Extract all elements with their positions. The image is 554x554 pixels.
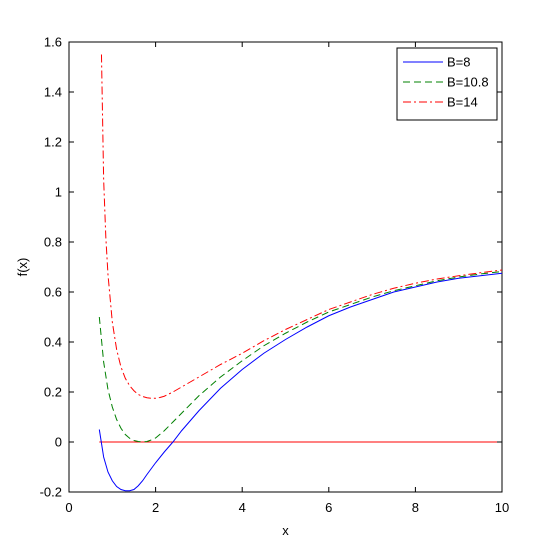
y-tick-label: -0.2 <box>40 485 62 500</box>
legend-label-3: B=14 <box>447 95 478 110</box>
series-line-2 <box>98 271 503 443</box>
y-tick-label: 1.4 <box>44 85 62 100</box>
x-tick-label: 6 <box>325 500 332 515</box>
series-line-3 <box>100 54 503 399</box>
legend-label-1: B=8 <box>447 55 471 70</box>
ticks: 0 2 4 6 8 10-0.200.20.40.60.811.21.41.6 <box>40 35 510 516</box>
x-axis-label: x <box>282 523 289 538</box>
y-tick-label: 0.6 <box>44 285 62 300</box>
x-tick-label: 2 <box>152 500 159 515</box>
y-axis-label: f(x) <box>15 258 30 277</box>
legend-box <box>396 47 498 121</box>
series-line-1 <box>98 272 503 492</box>
x-tick-label: 0 <box>65 500 72 515</box>
y-tick-label: 1.2 <box>44 135 62 150</box>
y-tick-label: 0.4 <box>44 335 62 350</box>
x-tick-label: 8 <box>412 500 419 515</box>
y-tick-label: 1 <box>55 185 62 200</box>
y-tick-label: 0.2 <box>44 385 62 400</box>
series-layer <box>98 54 503 492</box>
legend-label-2: B=10.8 <box>447 75 489 90</box>
y-tick-label: 1.6 <box>44 35 62 50</box>
y-tick-label: 0.8 <box>44 235 62 250</box>
y-tick-label: 0 <box>55 435 62 450</box>
x-tick-label: 4 <box>239 500 246 515</box>
x-tick-label: 10 <box>495 500 509 515</box>
legend: B=8 B=10.8 B=14 <box>396 47 498 121</box>
